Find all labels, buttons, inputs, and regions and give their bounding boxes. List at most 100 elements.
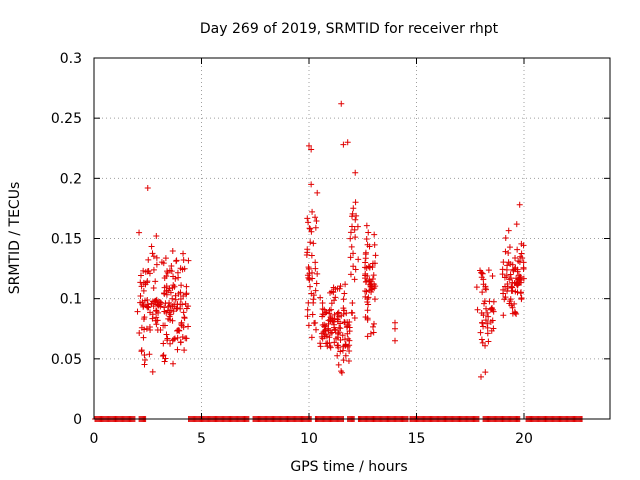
scatter-point <box>304 215 311 222</box>
scatter-point <box>326 307 333 314</box>
scatter-point <box>362 293 369 300</box>
scatter-point <box>181 347 188 354</box>
scatter-point <box>327 344 334 351</box>
scatter-point <box>169 248 176 255</box>
y-axis-label: SRMTID / TECUs <box>7 182 23 295</box>
scatter-point <box>339 332 346 339</box>
scatter-point <box>304 306 311 313</box>
scatter-point <box>304 249 311 256</box>
scatter-point <box>345 335 352 342</box>
scatter-point <box>489 273 496 280</box>
scatter-point <box>352 234 359 241</box>
scatter-point <box>490 308 497 315</box>
points-layer <box>92 100 586 422</box>
scatter-point <box>305 219 312 226</box>
scatter-point <box>304 313 311 320</box>
scatter-point <box>341 307 348 314</box>
scatter-point <box>180 309 187 316</box>
scatter-point <box>143 325 150 332</box>
scatter-point <box>183 305 190 312</box>
scatter-point <box>352 266 359 273</box>
scatter-point <box>506 276 513 283</box>
scatter-point <box>155 302 162 309</box>
scatter-point <box>517 290 524 297</box>
scatter-point <box>506 298 513 305</box>
scatter-point <box>509 310 516 317</box>
scatter-point <box>306 142 312 149</box>
scatter-point <box>161 275 168 282</box>
scatter-point <box>499 271 506 278</box>
scatter-point <box>150 266 157 273</box>
scatter-point <box>180 292 187 299</box>
y-tick-label: 0.3 <box>60 51 82 67</box>
scatter-point <box>370 320 377 327</box>
scatter-point <box>325 327 332 334</box>
scatter-point <box>164 335 171 342</box>
scatter-point <box>335 318 342 325</box>
scatter-point <box>331 311 338 318</box>
scatter-point <box>340 357 347 364</box>
scatter-point <box>331 321 338 328</box>
scatter-point <box>518 296 525 303</box>
scatter-point <box>173 257 180 264</box>
scatter-point <box>163 331 170 338</box>
scatter-point <box>485 313 492 320</box>
scatter-point <box>350 263 357 270</box>
scatter-point <box>308 228 315 235</box>
scatter-point <box>180 257 187 264</box>
scatter-point <box>313 326 320 333</box>
scatter-point <box>312 259 319 266</box>
scatter-point <box>349 210 356 217</box>
scatter-point <box>334 352 341 359</box>
scatter-point <box>346 347 353 354</box>
x-tick-label: 0 <box>90 431 99 447</box>
scatter-point <box>146 324 153 331</box>
scatter-point <box>140 287 147 294</box>
scatter-point <box>503 266 510 273</box>
scatter-point <box>335 330 342 337</box>
scatter-point <box>136 330 143 337</box>
scatter-point <box>505 249 512 256</box>
scatter-point <box>153 254 160 261</box>
scatter-point <box>338 369 345 376</box>
scatter-point <box>170 336 177 343</box>
scatter-point <box>308 181 315 188</box>
scatter-point <box>319 313 326 320</box>
scatter-point <box>168 262 175 269</box>
scatter-point <box>351 315 358 322</box>
scatter-point <box>307 239 314 246</box>
scatter-point <box>338 100 345 107</box>
scatter-point <box>175 274 182 281</box>
scatter-point <box>347 235 354 242</box>
scatter-point <box>365 229 372 236</box>
scatter-point <box>479 270 486 277</box>
scatter-point <box>329 329 336 336</box>
scatter-point <box>160 340 167 347</box>
scatter-point <box>149 315 156 322</box>
scatter-point <box>341 319 348 326</box>
scatter-point <box>349 223 356 230</box>
scatter-point <box>320 329 327 336</box>
scatter-point <box>150 284 157 291</box>
scatter-point <box>364 333 371 340</box>
scatter-point <box>137 279 144 286</box>
scatter-point <box>159 353 166 360</box>
scatter-point <box>519 255 526 262</box>
scatter-point <box>363 236 370 243</box>
scatter-point <box>155 309 162 316</box>
scatter-point <box>369 264 376 271</box>
scatter-point <box>346 328 353 335</box>
scatter-point <box>308 334 315 341</box>
scatter-point <box>170 273 177 280</box>
scatter-point <box>153 321 160 328</box>
scatter-point <box>479 339 486 346</box>
scatter-point <box>314 189 321 196</box>
scatter-point <box>149 250 156 257</box>
scatter-point <box>484 320 491 327</box>
scatter-point <box>167 340 174 347</box>
scatter-point <box>506 244 513 251</box>
scatter-point <box>392 319 398 326</box>
scatter-point <box>342 342 349 349</box>
